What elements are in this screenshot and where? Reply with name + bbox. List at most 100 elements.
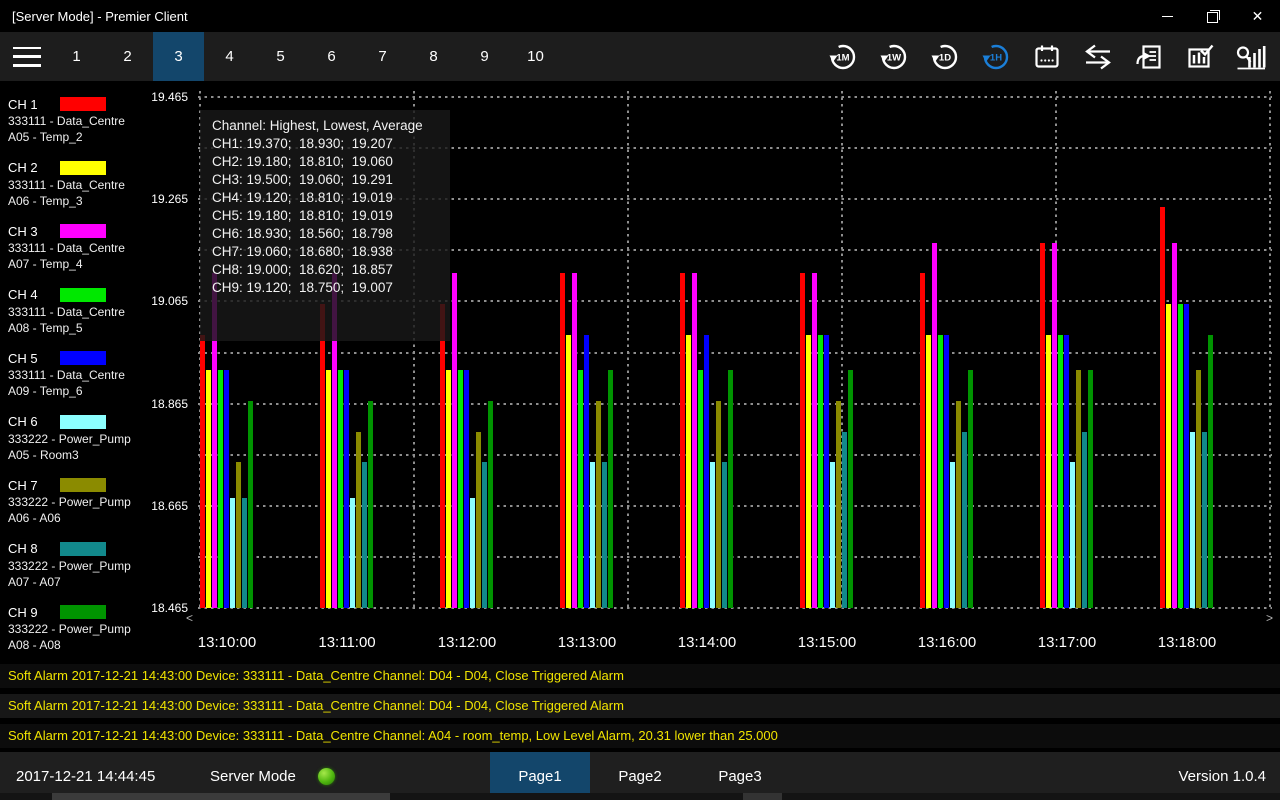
bar-ch7-13:15:00 [836, 401, 841, 608]
bar-ch1-13:11:00 [320, 303, 325, 608]
y-axis-label: 18.465 [151, 601, 188, 615]
bar-ch2-13:12:00 [446, 370, 451, 608]
bar-ch7-13:10:00 [236, 462, 241, 608]
bar-ch9-13:11:00 [368, 401, 373, 608]
bar-ch9-13:14:00 [728, 370, 733, 608]
calendar-icon[interactable] [1032, 42, 1062, 72]
channel-point: A08 - A08 [8, 638, 61, 652]
alarm-row-3[interactable]: Soft Alarm 2017-12-21 14:43:00 Device: 3… [0, 724, 1280, 748]
bar-ch6-13:17:00 [1070, 462, 1075, 608]
number-tab-6[interactable]: 6 [327, 48, 336, 65]
scroll-left-arrow[interactable]: < [186, 611, 194, 625]
bar-ch1-13:16:00 [920, 273, 925, 608]
bar-ch5-13:18:00 [1184, 303, 1189, 608]
bar-ch6-13:12:00 [470, 498, 475, 608]
title-bar: [Server Mode] - Premier Client ✕ [0, 0, 1280, 32]
x-axis-label: 13:15:00 [797, 634, 857, 651]
channel-color-swatch [60, 478, 106, 492]
window-controls: ✕ [1145, 0, 1280, 32]
bar-ch6-13:14:00 [710, 462, 715, 608]
bar-ch8-13:11:00 [362, 462, 367, 608]
y-axis-label: 19.465 [151, 90, 188, 104]
bar-ch7-13:11:00 [356, 431, 361, 608]
bar-ch2-13:11:00 [326, 370, 331, 608]
h-gridline [198, 249, 1272, 252]
bar-ch9-13:12:00 [488, 401, 493, 608]
legend-item-ch5[interactable]: CH 5 333111 - Data_Centre A09 - Temp_6 [0, 350, 155, 414]
channel-device: 333111 - Data_Centre [8, 114, 125, 128]
channel-legend: CH 1 333111 - Data_Centre A05 - Temp_2 C… [0, 81, 155, 660]
bar-ch9-13:16:00 [968, 370, 973, 608]
channel-device: 333222 - Power_Pump [8, 622, 131, 636]
number-tab-1[interactable]: 1 [72, 48, 81, 65]
legend-item-ch3[interactable]: CH 3 333111 - Data_Centre A07 - Temp_4 [0, 223, 155, 287]
legend-item-ch9[interactable]: CH 9 333222 - Power_Pump A08 - A08 [0, 604, 155, 668]
x-axis-label: 13:13:00 [557, 634, 617, 651]
swap-arrows-icon[interactable] [1083, 42, 1113, 72]
refresh-1w-icon[interactable]: 1W [879, 42, 909, 72]
legend-item-ch7[interactable]: CH 7 333222 - Power_Pump A06 - A06 [0, 477, 155, 541]
page-number-tabs: 1 2 3 4 5 6 7 8 9 10 [51, 32, 561, 81]
status-page-tab-page3[interactable]: Page3 [718, 767, 762, 785]
chart-check-icon[interactable] [1185, 42, 1215, 72]
scrollbar-thumb[interactable] [52, 793, 390, 800]
channel-point: A06 - Temp_3 [8, 193, 83, 208]
bar-ch5-13:17:00 [1064, 334, 1069, 608]
restore-button[interactable] [1190, 0, 1235, 32]
number-tab-8[interactable]: 8 [429, 48, 438, 65]
menu-button[interactable] [13, 46, 43, 67]
bar-ch3-13:16:00 [932, 242, 937, 608]
toolbar-icons: 1M 1W 1D 1H [828, 42, 1266, 72]
number-tab-9[interactable]: 9 [480, 48, 489, 65]
y-axis-label: 18.865 [151, 396, 188, 411]
bar-ch2-13:17:00 [1046, 334, 1051, 608]
legend-item-ch1[interactable]: CH 1 333111 - Data_Centre A05 - Temp_2 [0, 96, 155, 160]
hamburger-icon [13, 46, 41, 49]
v-gridline [841, 91, 843, 608]
refresh-1d-icon[interactable]: 1D [930, 42, 960, 72]
minimize-button[interactable] [1145, 0, 1190, 32]
bar-ch8-13:16:00 [962, 431, 967, 608]
bar-ch5-13:12:00 [464, 370, 469, 608]
bar-ch7-13:12:00 [476, 431, 481, 608]
bar-ch5-13:13:00 [584, 334, 589, 608]
h-gridline [198, 147, 1272, 150]
legend-item-ch6[interactable]: CH 6 333222 - Power_Pump A05 - Room3 [0, 414, 155, 478]
scroll-right-arrow[interactable]: > [1266, 611, 1274, 625]
number-tab-10[interactable]: 10 [527, 48, 544, 65]
chart-area[interactable]: CH 1 333111 - Data_Centre A05 - Temp_2 C… [0, 81, 1280, 660]
legend-item-ch8[interactable]: CH 8 333222 - Power_Pump A07 - A07 [0, 541, 155, 605]
channel-point: A07 - Temp_4 [8, 257, 83, 271]
export-report-icon[interactable] [1134, 42, 1164, 72]
refresh-1h-icon[interactable]: 1H [981, 42, 1011, 72]
legend-item-ch2[interactable]: CH 2 333111 - Data_Centre A06 - Temp_3 [0, 160, 155, 224]
bar-ch3-13:15:00 [812, 273, 817, 608]
channel-label: CH 9 [8, 604, 38, 620]
bar-ch6-13:13:00 [590, 462, 595, 608]
bar-ch7-13:16:00 [956, 401, 961, 608]
number-tab-4[interactable]: 4 [225, 48, 234, 65]
close-button[interactable]: ✕ [1235, 0, 1280, 32]
channel-color-swatch [60, 605, 106, 619]
tooltip-row-ch8: CH8: 19.000; 18.620; 18.857 [212, 262, 393, 277]
x-axis-label: 13:11:00 [318, 634, 376, 651]
number-tab-5[interactable]: 5 [276, 48, 285, 65]
channel-device: 333111 - Data_Centre [8, 241, 125, 255]
alarm-row-2[interactable]: Soft Alarm 2017-12-21 14:43:00 Device: 3… [0, 694, 1280, 718]
status-page-tab-page1[interactable]: Page1 [490, 752, 590, 800]
legend-item-ch4[interactable]: CH 4 333111 - Data_Centre A08 - Temp_5 [0, 287, 155, 351]
bar-ch1-13:10:00 [200, 334, 205, 608]
number-tab-3[interactable]: 3 [153, 32, 204, 81]
refresh-1m-icon[interactable]: 1M [828, 42, 858, 72]
bar-ch2-13:10:00 [206, 370, 211, 608]
connection-status-led [317, 767, 335, 785]
number-tab-7[interactable]: 7 [378, 48, 387, 65]
status-page-tab-page2[interactable]: Page2 [618, 767, 662, 785]
bar-ch6-13:18:00 [1190, 431, 1195, 608]
number-tab-2[interactable]: 2 [123, 48, 132, 65]
channel-color-swatch [60, 160, 106, 175]
search-stats-icon[interactable] [1236, 42, 1266, 72]
horizontal-scrollbar[interactable] [0, 793, 1280, 800]
bar-ch7-13:17:00 [1076, 370, 1081, 608]
alarm-row-1[interactable]: Soft Alarm 2017-12-21 14:43:00 Device: 3… [0, 664, 1280, 688]
